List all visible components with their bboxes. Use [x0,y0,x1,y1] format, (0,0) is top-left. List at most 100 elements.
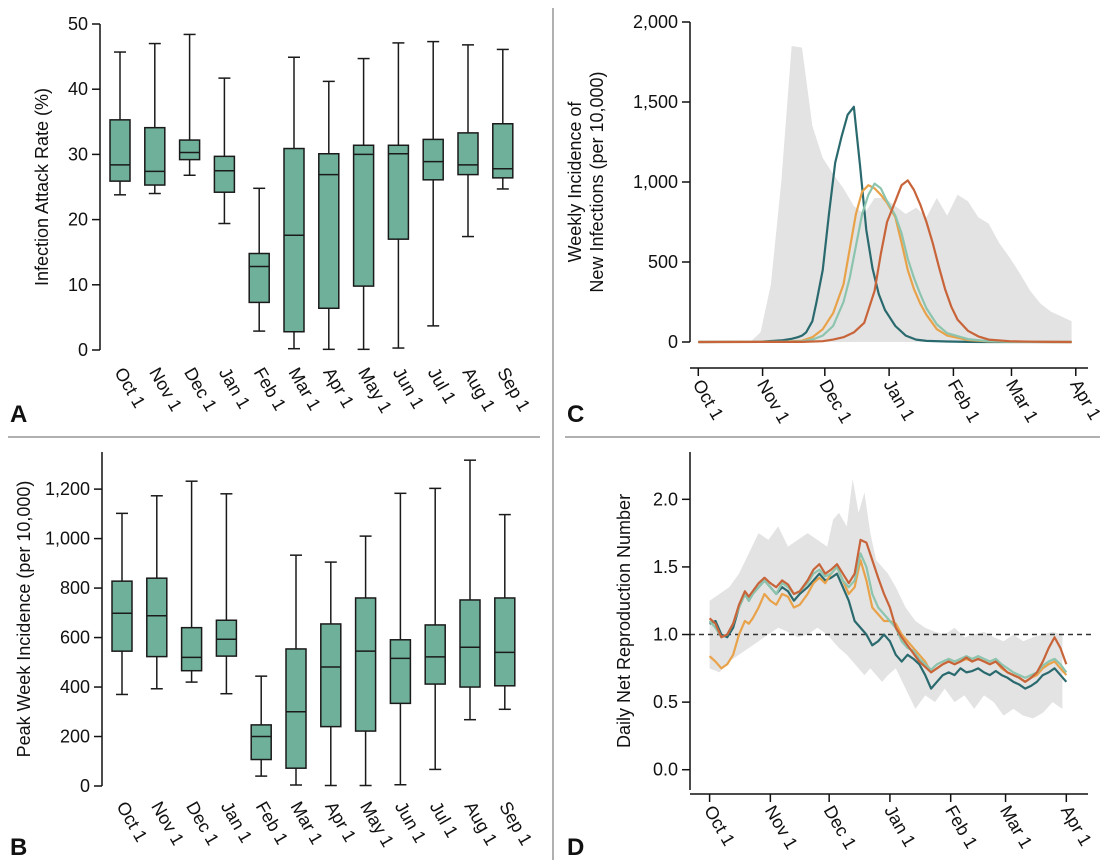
panel-d-x-tick-label: Nov 1 [761,802,802,853]
panel-d-y-tick-label: 0.5 [653,692,678,712]
panel-b-x-tick-label: Sep 1 [495,798,536,849]
panel-a-box-6 [318,80,340,351]
panel-a-attack-rate-boxplot: 0 10 20 30 40 50 Infection Attack Rate (%) Oct … [10,14,534,428]
panel-d-series-line-2 [708,552,1068,679]
panel-a-box-10 [457,44,479,238]
panel-b-box-10 [459,459,481,721]
panel-d-y-axis-label: Daily Net Reproduction Number [614,494,634,748]
panel-a-x-tick-label: Nov 1 [145,364,186,415]
panel-c-series-line-0 [698,105,1072,344]
panel-d-x-tick-label: Dec 1 [820,802,861,853]
panel-b-y-axis-label: Peak Week Incidence (per 10,000) [14,481,34,758]
panel-c-y-tick-label: 0 [668,332,678,352]
panel-a-y-axis-label: Infection Attack Rate (%) [32,88,52,286]
panel-b-y-tick-label: 200 [60,727,90,747]
panel-a-box-1 [144,42,166,195]
panel-a-x-tick-label: Dec 1 [180,364,221,415]
panel-d-x-tick-label: Oct 1 [700,802,739,849]
panel-a-y-tick-label: 50 [68,14,88,34]
panel-b-panel-label: B [10,834,27,861]
panel-a-y-tick-label: 30 [68,144,88,164]
panel-a-x-tick-label: Apr 1 [319,364,358,411]
panel-a-iqr-box [213,155,236,193]
panel-b-box-4 [250,675,272,777]
panel-c-x-tick-label: Feb 1 [944,376,984,426]
panel-a-iqr-box [144,126,166,186]
panel-b-iqr-box [215,619,238,657]
panel-a-x-tick-label: Jul 1 [424,364,460,407]
panel-d-y-tick-label: 1.5 [653,557,678,577]
panel-a-y-tick-label: 20 [68,210,88,230]
panel-d-x-tick-label: Apr 1 [1057,802,1096,849]
panel-c-y-tick-label: 500 [648,252,678,272]
panel-d-y-tick-label: 2.0 [653,489,678,509]
panel-a-iqr-box [492,123,514,179]
panel-a-iqr-box [352,144,375,287]
panel-b-box-11 [494,513,516,711]
panel-a-iqr-box [387,144,410,240]
panel-b-x-tick-label: Apr 1 [321,798,360,845]
panel-c-uncertainty-band [750,46,1072,342]
panel-dividers [8,8,1100,860]
panel-d-y-tick-label: 0.0 [653,760,678,780]
panel-a-box-7 [352,57,375,351]
panel-c-x-tick-label: Nov 1 [753,376,794,427]
panel-b-y-tick-label: 600 [60,628,90,648]
panel-b-iqr-box [424,624,446,685]
panel-c-y-axis-label-line: New Infections (per 10,000) [587,71,607,292]
panel-b-y-tick-label: 1,000 [45,529,90,549]
panel-b-x-tick-label: Dec 1 [182,798,223,849]
panel-b-x-tick-label: Nov 1 [147,798,188,849]
panel-d-panel-label: D [567,834,584,861]
panel-c-x-tick-label: Mar 1 [1002,376,1042,426]
panel-b-box-0 [111,512,133,696]
panel-b-box-5 [285,554,307,786]
panel-a-box-3 [213,77,236,225]
panel-a-iqr-box [283,147,305,333]
panel-c-x-tick-label: Dec 1 [815,376,856,427]
panel-c-y-tick-label: 1,000 [633,172,678,192]
panel-b-box-6 [320,561,342,787]
panel-b-y-tick-label: 1,200 [45,479,90,499]
panel-b-iqr-box [285,648,307,769]
panel-b-box-3 [215,493,238,695]
panel-a-box-0 [109,51,131,196]
panel-b-x-tick-label: Jan 1 [217,798,256,846]
panel-a-iqr-box [109,119,131,182]
panel-b-box-8 [389,492,412,786]
panel-b-x-tick-label: Aug 1 [461,798,502,849]
panel-a-y-tick-label: 0 [78,340,88,360]
panel-c-y-tick-label: 2,000 [633,12,678,32]
panel-a-box-9 [422,40,444,327]
panel-b-iqr-box [459,599,481,688]
panel-b-y-tick-label: 800 [60,578,90,598]
panel-a-x-tick-label: Feb 1 [250,364,290,414]
panel-b-x-tick-label: Mar 1 [287,798,327,848]
panel-b-iqr-box [180,626,203,672]
panel-d-x-tick-label: Jan 1 [880,802,919,850]
panel-b-iqr-box [494,597,516,687]
panel-c-panel-label: C [567,401,584,428]
panel-c-y-tick-label: 1,500 [633,92,678,112]
panel-b-iqr-box [111,580,133,652]
panel-a-x-tick-label: Sep 1 [493,364,534,415]
panel-b-peak-incidence-boxplot: 0 200 400 600 800 1,000 1,200 Peak Week Inciden… [10,452,536,861]
panel-b-y-tick-label: 400 [60,677,90,697]
panel-a-box-8 [387,42,410,349]
panel-b-box-7 [354,535,377,787]
panel-a-iqr-box [178,139,201,161]
panel-d-reproduction-number-lines: 0.0 0.5 1.0 1.5 2.0 Daily Net Reproduction Nu… [567,452,1096,861]
panel-b-iqr-box [320,623,342,728]
panel-b-box-2 [180,480,203,683]
panel-b-iqr-box [250,724,272,761]
panel-a-iqr-box [422,138,444,181]
panel-d-series-line-3 [708,538,1068,683]
panel-d-y-tick-label: 1.0 [653,625,678,645]
panel-a-x-tick-label: Mar 1 [285,364,325,414]
panel-a-box-2 [178,33,201,177]
panel-a-panel-label: A [10,401,27,428]
panel-a-box-4 [248,187,270,332]
panel-c-x-tick-label: Oct 1 [689,376,728,423]
panel-a-y-tick-label: 40 [68,79,88,99]
